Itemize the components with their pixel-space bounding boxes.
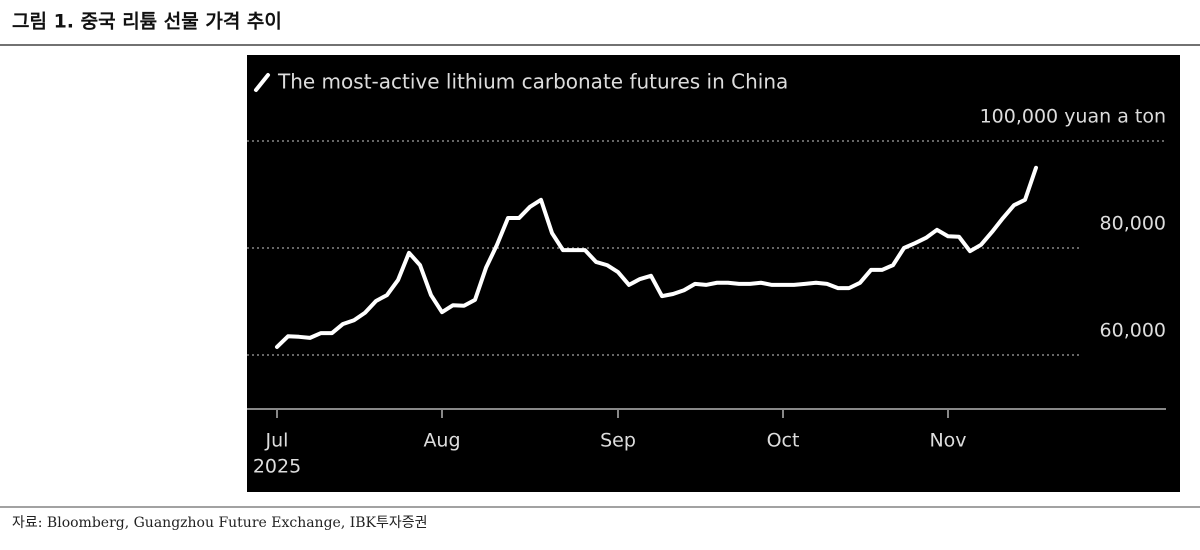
figure-title: 그림 1. 중국 리튬 선물 가격 추이 xyxy=(12,11,282,33)
legend-swatch xyxy=(254,73,270,92)
x-tick-label: Aug xyxy=(423,430,460,452)
x-tick-label: Jul xyxy=(265,430,289,452)
y-tick-label: 80,000 xyxy=(1100,213,1166,235)
source-note: 자료: Bloomberg, Guangzhou Future Exchange… xyxy=(12,515,428,531)
x-tick-label: Sep xyxy=(600,430,636,452)
x-year-label: 2025 xyxy=(253,456,301,478)
x-tick-label: Oct xyxy=(767,430,800,452)
legend-label: The most-active lithium carbonate future… xyxy=(277,70,788,94)
y-tick-label: 100,000 yuan a ton xyxy=(980,106,1166,128)
y-tick-label: 60,000 xyxy=(1100,320,1166,342)
x-tick-label: Nov xyxy=(929,430,966,452)
price-line xyxy=(275,165,1038,349)
